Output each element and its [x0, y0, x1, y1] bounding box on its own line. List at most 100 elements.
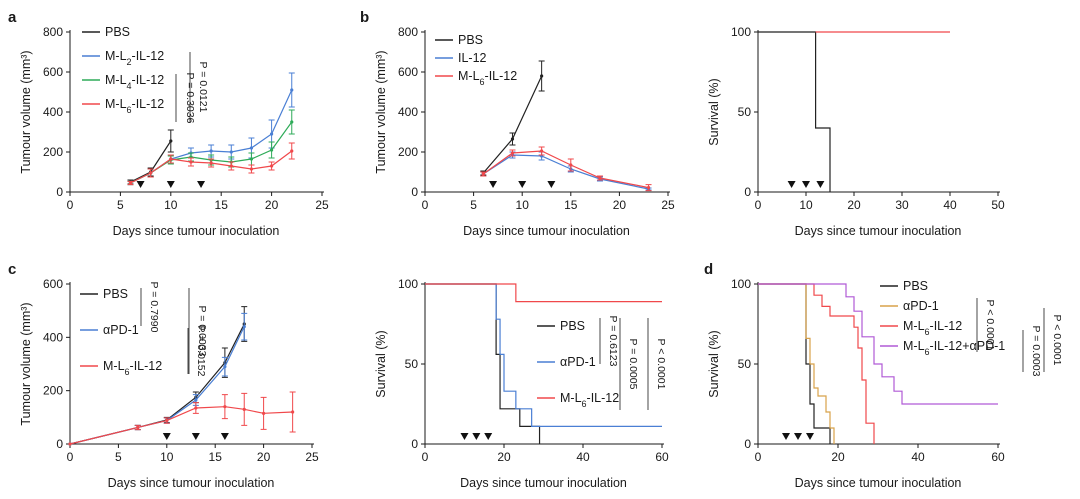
legend-label-subscript: 6	[925, 327, 930, 337]
x-tick-label: 20	[613, 198, 627, 212]
legend-label-base: M-L	[105, 49, 127, 63]
data-point	[262, 411, 266, 415]
legend-label: M-L6-IL-12	[458, 69, 517, 87]
chart-panel-1: b 0 5 10 15 20 25 0 200 400 600 800 Days since tumou…	[360, 9, 675, 238]
data-point	[270, 148, 274, 152]
legend-label-tail: -IL-12	[132, 49, 165, 63]
dosing-marker	[191, 433, 200, 440]
y-axis-label: Survival (%)	[374, 330, 388, 397]
data-point	[540, 74, 544, 78]
y-tick-label: 600	[43, 65, 63, 79]
legend-label-base: IL-12	[458, 51, 487, 65]
x-axis-label: Days since tumour inoculation	[108, 476, 275, 490]
p-value-label: P = 0.0033	[196, 306, 208, 357]
x-tick-label: 5	[117, 198, 124, 212]
series-line-1	[758, 283, 835, 444]
data-point	[291, 410, 295, 414]
data-point	[194, 406, 198, 410]
p-value-label: P = 0.0003	[1030, 326, 1042, 377]
data-point	[136, 425, 140, 430]
legend-label-base: M-L	[105, 73, 127, 87]
chart-panel-0: a 0 5 10 15 20 25 0 200 400 600 800 Days since tumou…	[8, 9, 329, 238]
data-point	[194, 398, 198, 402]
x-axis-label: Days since tumour inoculation	[113, 224, 280, 238]
p-value-label: P = 0.7990	[148, 282, 160, 333]
x-tick-label: 10	[516, 198, 530, 212]
x-tick-label: 40	[943, 198, 957, 212]
panel-letter: b	[360, 9, 369, 26]
p-value-label: P < 0.0001	[1051, 315, 1063, 366]
legend-label: M-L4-IL-12	[105, 73, 164, 91]
y-axis-label: Survival (%)	[707, 330, 721, 397]
series-line-2	[425, 283, 662, 303]
panel-letter: d	[704, 261, 713, 278]
legend-label: αPD-1	[103, 323, 139, 337]
data-point	[270, 132, 274, 136]
data-point	[646, 186, 651, 190]
legend-label: PBS	[560, 319, 585, 333]
y-tick-label: 400	[43, 105, 63, 119]
series-line-0	[69, 323, 245, 445]
chart-panel-4: 0 20 40 60 0 50 100 Days since tumour inoculati…	[374, 277, 669, 490]
legend-label-subscript: 6	[480, 77, 485, 87]
x-tick-label: 15	[209, 450, 223, 464]
data-point	[149, 171, 153, 175]
data-point	[290, 120, 294, 124]
y-tick-label: 200	[43, 145, 63, 159]
legend-label: M-L6-IL-12	[560, 391, 619, 409]
x-tick-label: 10	[160, 450, 174, 464]
y-tick-label: 400	[43, 330, 63, 344]
data-point	[290, 149, 294, 153]
y-tick-label: 100	[398, 277, 418, 291]
chart-panel-5: d 0 20 40 60 0 50 100 Days since tumour inoculat…	[704, 261, 1063, 490]
x-tick-label: 60	[655, 450, 669, 464]
y-tick-label: 200	[398, 145, 418, 159]
legend-label: M-L6-IL-12+αPD-1	[903, 339, 1005, 357]
y-tick-label: 0	[744, 185, 751, 199]
panel-letter: a	[8, 9, 17, 26]
dosing-marker	[166, 181, 175, 188]
x-tick-label: 25	[661, 198, 675, 212]
data-point	[68, 442, 72, 446]
y-tick-label: 50	[738, 105, 752, 119]
x-tick-label: 25	[315, 198, 329, 212]
x-tick-label: 20	[265, 198, 279, 212]
y-axis-label: Tumour volume (mm³)	[19, 302, 33, 425]
data-point	[242, 325, 246, 329]
data-point	[569, 163, 573, 167]
y-tick-label: 800	[43, 25, 63, 39]
series-line-1	[482, 154, 649, 190]
series-line-2	[758, 283, 875, 444]
x-tick-label: 40	[576, 450, 590, 464]
legend-label: M-L6-IL-12	[103, 359, 162, 377]
x-tick-label: 10	[799, 198, 813, 212]
x-tick-label: 5	[470, 198, 477, 212]
data-point	[223, 365, 227, 369]
legend-label-tail: -IL-12+αPD-1	[930, 339, 1006, 353]
data-point	[229, 150, 233, 154]
dosing-marker	[794, 433, 802, 440]
legend-label: αPD-1	[560, 355, 596, 369]
chart-panel-3: c 0 5 10 15 20 25 0 200 400 600 Days since tumour i…	[8, 261, 319, 490]
dosing-marker	[484, 433, 493, 440]
data-point	[481, 172, 485, 176]
legend-label-base: M-L	[103, 359, 125, 373]
legend-label-subscript: 4	[127, 81, 132, 91]
data-point	[249, 167, 254, 171]
dosing-marker	[816, 181, 825, 188]
series-line-0	[425, 283, 541, 444]
data-point	[209, 161, 213, 165]
y-tick-label: 0	[744, 437, 751, 451]
x-tick-label: 20	[831, 450, 845, 464]
p-value-label: P = 0.0152	[195, 326, 207, 377]
legend-label-base: PBS	[560, 319, 585, 333]
data-point	[165, 418, 169, 423]
y-tick-label: 50	[738, 357, 752, 371]
p-value-label: P = 0.0005	[627, 339, 639, 390]
p-value-label: P < 0.0001	[984, 300, 996, 351]
y-tick-label: 0	[411, 437, 418, 451]
x-tick-label: 15	[215, 198, 229, 212]
legend-label-tail: -IL-12	[130, 359, 163, 373]
data-point	[223, 405, 227, 409]
